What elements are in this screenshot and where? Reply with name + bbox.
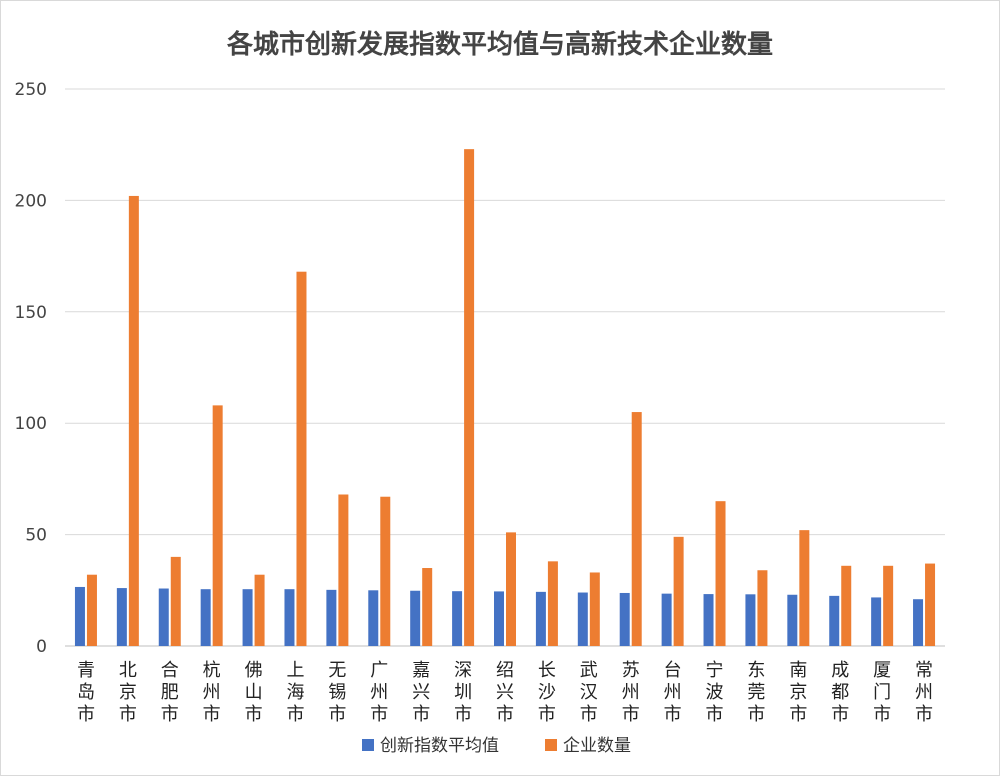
x-tick-label: 杭州市: [203, 660, 221, 725]
bar-innovation-index: [787, 594, 798, 646]
bar-company-count: [296, 271, 307, 646]
bar-company-count: [841, 565, 852, 646]
bar-company-count: [757, 570, 768, 646]
bar-company-count: [715, 501, 726, 646]
bar-innovation-index: [577, 592, 588, 646]
x-tick-label: 上海市: [286, 660, 304, 725]
bar-company-count: [422, 568, 433, 646]
y-tick-label: 200: [15, 191, 47, 211]
x-tick-label: 嘉兴市: [412, 660, 430, 725]
bar-innovation-index: [74, 586, 85, 646]
x-tick-label: 厦门市: [873, 660, 891, 725]
x-tick-label: 合肥市: [161, 660, 179, 725]
x-tick-label: 长沙市: [538, 660, 556, 725]
bar-company-count: [506, 532, 516, 646]
bar-company-count: [380, 496, 391, 646]
bar-innovation-index: [494, 591, 504, 646]
y-tick-label: 0: [36, 637, 47, 657]
x-tick-label: 台州市: [664, 660, 682, 725]
x-tick-label: 深圳市: [454, 660, 472, 725]
x-tick-label: 常州市: [915, 660, 933, 725]
bar-company-count: [925, 563, 936, 646]
bar-innovation-index: [745, 594, 756, 646]
x-tick-label: 南京市: [789, 660, 807, 725]
bar-innovation-index: [452, 591, 463, 646]
bar-company-count: [589, 572, 600, 646]
bar-innovation-index: [368, 590, 379, 646]
bar-company-count: [464, 149, 475, 646]
bar-innovation-index: [535, 591, 546, 646]
y-axis: 0 50 100 150 200 250: [15, 80, 47, 657]
y-tick-label: 150: [15, 303, 47, 323]
bar-innovation-index: [200, 589, 211, 646]
bar-company-count: [86, 574, 97, 646]
gridlines: [65, 88, 945, 647]
bar-company-count: [254, 574, 265, 646]
bar-innovation-index: [829, 595, 840, 646]
bar-innovation-index: [116, 588, 127, 646]
y-tick-label: 50: [25, 526, 47, 546]
bar-company-count: [128, 195, 139, 646]
legend: 创新指数平均值 企业数量: [362, 736, 631, 756]
x-tick-label: 佛山市: [245, 660, 263, 725]
x-tick-label: 苏州市: [622, 660, 640, 725]
x-tick-label: 北京市: [119, 660, 137, 725]
bar-company-count: [799, 530, 810, 646]
bar-company-count: [631, 412, 642, 646]
x-tick-label: 宁波市: [706, 660, 724, 725]
bar-company-count: [883, 565, 894, 646]
chart-title: 各城市创新发展指数平均值与高新技术企业数量: [226, 29, 773, 60]
bar-innovation-index: [913, 599, 924, 646]
bar-innovation-index: [242, 589, 253, 646]
x-tick-label: 无锡市: [328, 660, 346, 725]
bar-innovation-index: [619, 592, 630, 646]
legend-swatch-innovation-index: [362, 739, 374, 751]
y-tick-label: 250: [15, 80, 47, 100]
x-tick-label: 成都市: [831, 660, 849, 725]
bars: [74, 149, 936, 646]
x-axis: 青岛市 北京市 合肥市 杭州市 佛山市 上海市 无锡市 广州市 嘉兴市 深圳市 绍兴市 长沙市 武汉市 苏…: [77, 660, 933, 725]
bar-innovation-index: [410, 590, 421, 646]
legend-swatch-company-count: [545, 739, 557, 751]
bar-innovation-index: [871, 597, 882, 646]
bar-innovation-index: [661, 593, 672, 646]
x-tick-label: 东莞市: [747, 660, 765, 725]
bar-innovation-index: [703, 594, 714, 646]
x-tick-label: 绍兴市: [496, 660, 514, 725]
bar-company-count: [673, 536, 684, 646]
x-tick-label: 武汉市: [580, 660, 598, 725]
bar-innovation-index: [158, 588, 169, 646]
bar-company-count: [547, 561, 558, 646]
x-tick-label: 广州市: [370, 660, 388, 725]
x-tick-label: 青岛市: [77, 660, 95, 725]
bar-innovation-index: [326, 589, 337, 646]
bar-company-count: [170, 556, 181, 646]
bar-company-count: [212, 405, 223, 646]
bar-innovation-index: [284, 589, 295, 646]
legend-label-company-count: 企业数量: [563, 736, 631, 756]
bar-company-count: [338, 494, 349, 646]
legend-label-innovation-index: 创新指数平均值: [380, 736, 499, 756]
y-tick-label: 100: [15, 414, 47, 434]
